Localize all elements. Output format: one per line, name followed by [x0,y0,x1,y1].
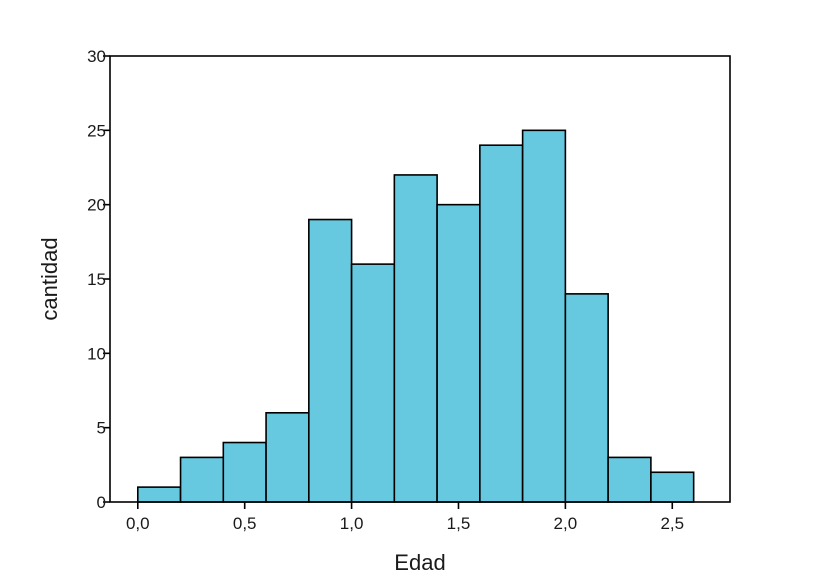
y-axis-title: cantidad [37,237,62,320]
histogram-bar-3 [265,411,310,503]
x-tick-label: 1,5 [447,514,471,533]
x-axis-title: Edad [394,550,445,575]
y-tick-label: 25 [87,121,106,140]
histogram-bar-5 [350,263,396,503]
histogram-bar-1 [179,456,225,503]
y-tick-label: 0 [97,493,106,512]
histogram-bar-9 [521,129,567,503]
histogram-bar-10 [564,293,609,503]
y-tick-label: 20 [87,196,106,215]
histogram-bar-2 [222,441,267,503]
y-tick-label: 10 [87,344,106,363]
y-tick-label: 5 [97,419,106,438]
histogram-bar-0 [136,486,182,503]
histogram-bar-4 [308,218,353,503]
histogram-bar-8 [479,144,524,503]
histogram-bar-11 [607,456,652,503]
y-axis: 0 5 10 15 20 25 30 [87,47,110,512]
x-axis: 0,0 0,5 1,0 1,5 2,0 2,5 [126,502,684,533]
x-tick-label: 0,5 [233,514,257,533]
histogram-bar-7 [436,203,481,503]
y-tick-label: 15 [87,270,106,289]
histogram-bar-6 [393,174,438,503]
x-tick-label: 1,0 [340,514,364,533]
x-tick-label: 2,0 [554,514,578,533]
histogram-bar-12 [650,471,695,503]
x-tick-label: 0,0 [126,514,150,533]
x-tick-label: 2,5 [660,514,684,533]
y-tick-label: 30 [87,47,106,66]
bars-group [136,129,695,503]
